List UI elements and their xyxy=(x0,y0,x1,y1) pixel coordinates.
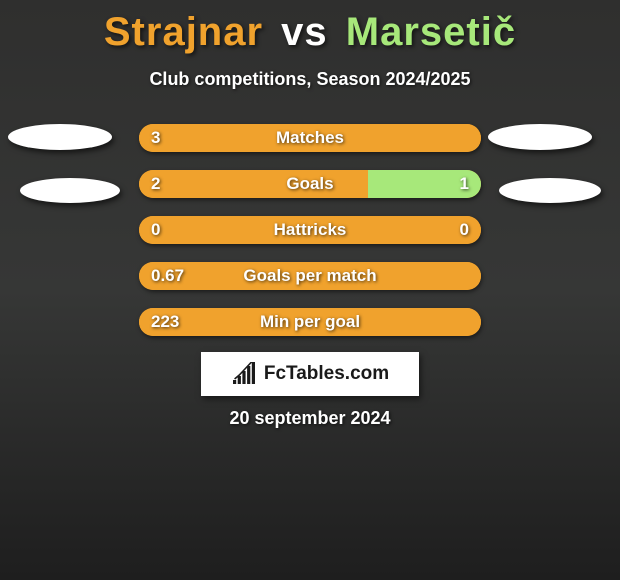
logo-box: FcTables.com xyxy=(201,352,419,396)
bar-fill-left xyxy=(139,170,368,198)
stat-bar: Hattricks00 xyxy=(139,216,481,244)
subtitle: Club competitions, Season 2024/2025 xyxy=(0,69,620,90)
comparison-bars: Matches3 Goals21 Hattricks00 Goals per matc… xyxy=(139,124,481,354)
player-blob xyxy=(488,124,592,150)
stat-bar: Min per goal223 xyxy=(139,308,481,336)
bar-fill-right xyxy=(368,170,481,198)
logo-text: FcTables.com xyxy=(264,363,389,385)
stat-bar: Matches3 xyxy=(139,124,481,152)
bar-fill-left xyxy=(139,124,481,152)
player-blob xyxy=(20,178,120,203)
player-blob xyxy=(499,178,601,203)
bar-fill-left xyxy=(139,262,481,290)
comparison-infographic: Strajnar vs Marsetič Club competitions, … xyxy=(0,0,620,580)
player1-name: Strajnar xyxy=(104,10,263,54)
date-line: 20 september 2024 xyxy=(0,408,620,429)
logo: FcTables.com xyxy=(231,362,389,386)
stat-bar: Goals21 xyxy=(139,170,481,198)
bar-fill-left xyxy=(139,308,481,336)
barchart-icon xyxy=(231,362,259,386)
player2-name: Marsetič xyxy=(346,10,516,54)
bar-fill-left xyxy=(139,216,481,244)
stat-bar: Goals per match0.67 xyxy=(139,262,481,290)
title-vs: vs xyxy=(281,10,328,54)
page-title: Strajnar vs Marsetič xyxy=(0,0,620,55)
player-blob xyxy=(8,124,112,150)
